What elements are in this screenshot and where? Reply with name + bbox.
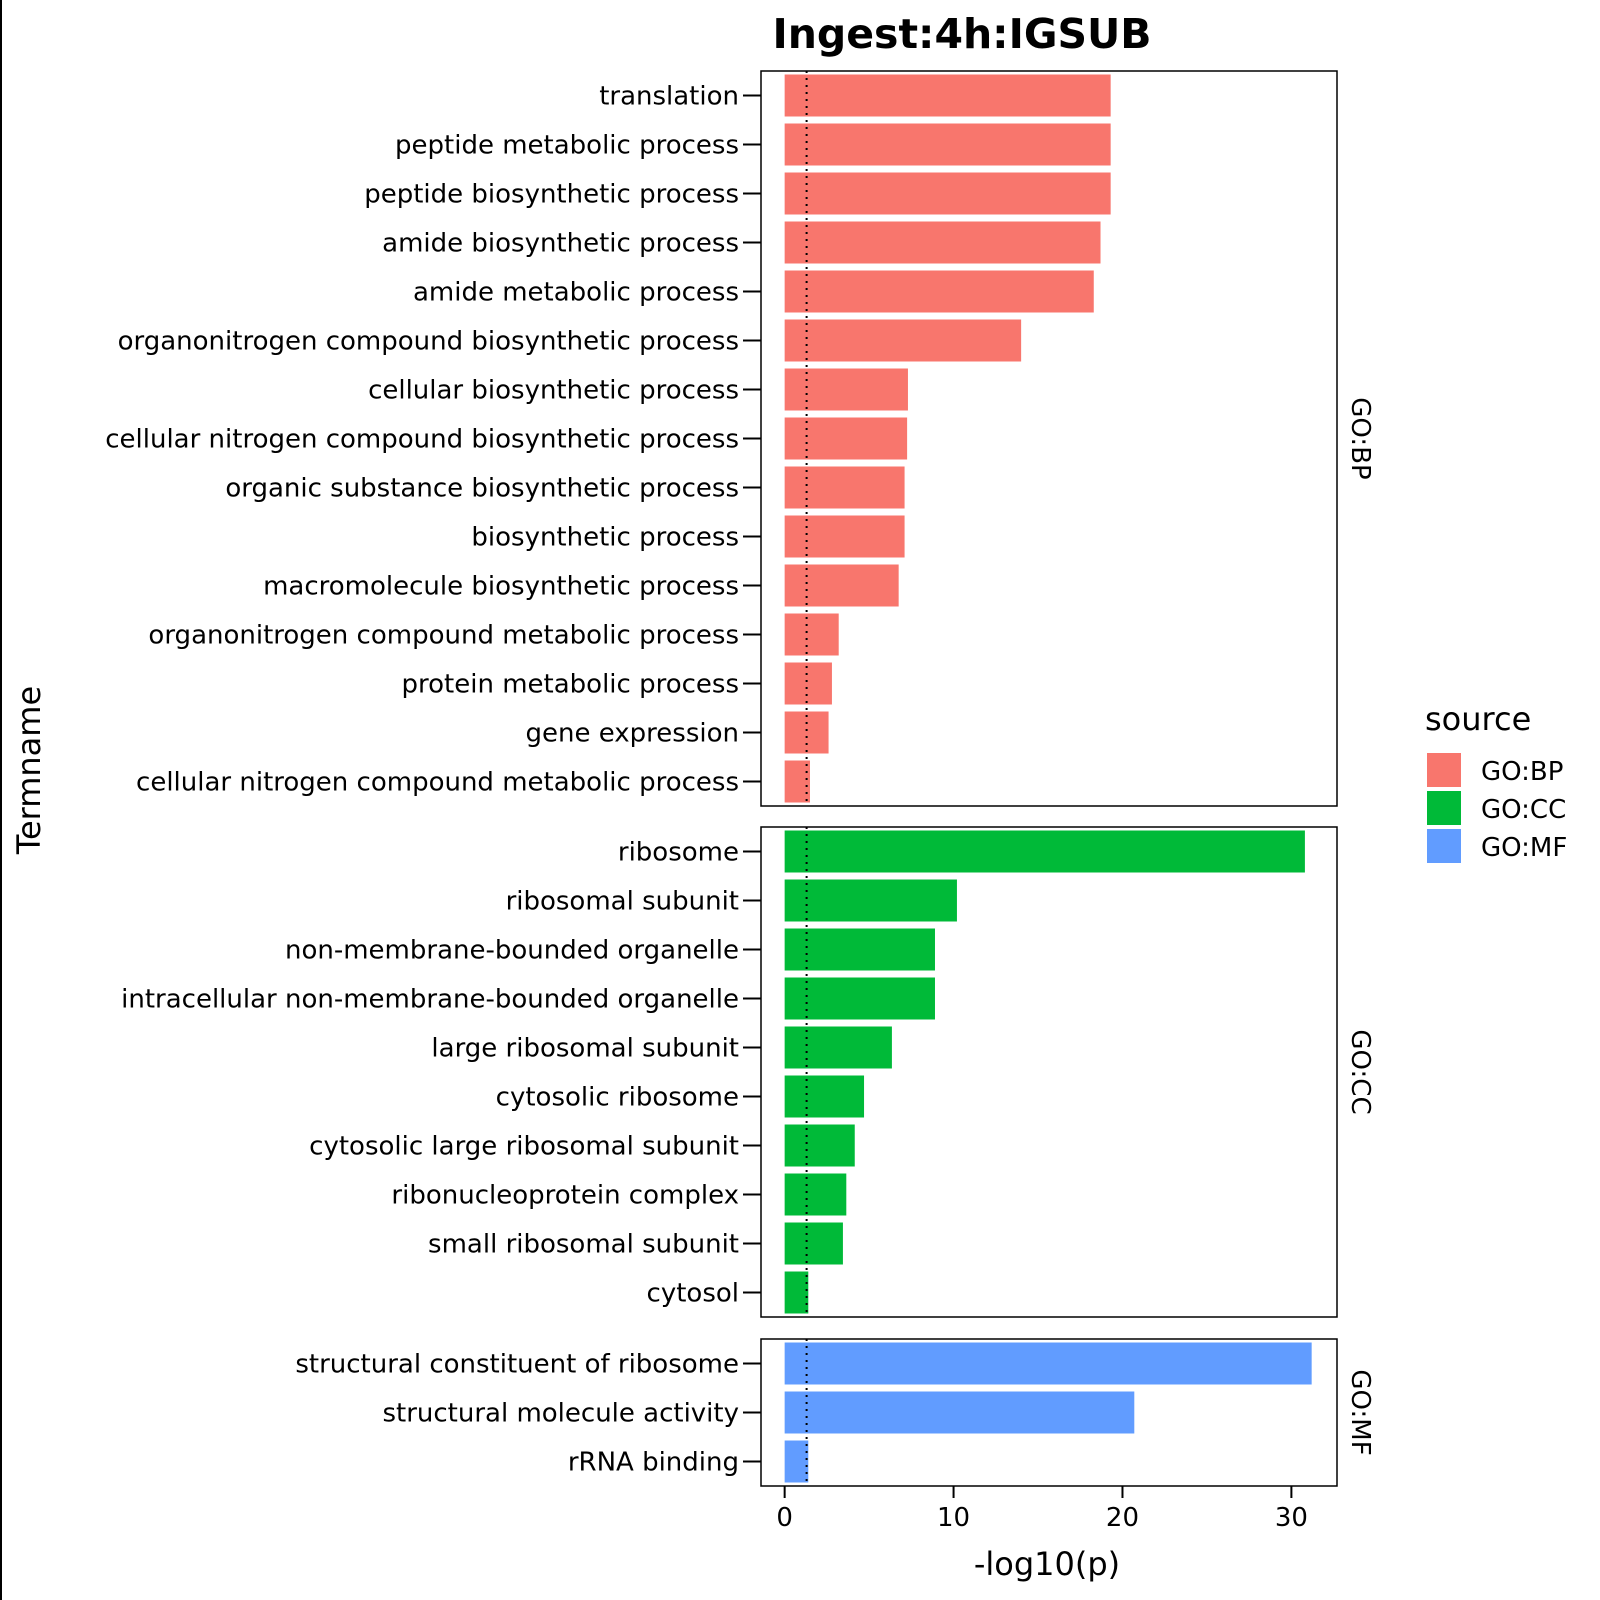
panel-go-mf: structural constituent of ribosome struct… [295,1338,1375,1487]
legend-title: source [1425,700,1531,738]
bar [784,1391,1135,1434]
y-tick-label: amide metabolic process [413,278,739,308]
y-tick-label: non-membrane-bounded organelle [285,936,739,966]
panel-frame [760,826,1338,1318]
bar [784,466,905,509]
bar [784,879,957,922]
bar [784,319,1022,362]
y-tick-label: macromolecule biosynthetic process [263,572,739,602]
bar [784,1124,855,1167]
chart-title: Ingest:4h:IGSUB [772,10,1151,58]
bar [784,368,908,411]
x-tick-label: 10 [937,1503,970,1533]
bar [784,221,1101,264]
y-tick-label: structural molecule activity [382,1399,739,1429]
y-tick-label: protein metabolic process [402,670,739,700]
y-tick-label: small ribosomal subunit [428,1230,739,1260]
bar [784,564,899,607]
bar [784,515,905,558]
legend-swatch [1427,753,1461,787]
y-tick-label: organonitrogen compound metabolic proces… [148,621,739,651]
legend-label: GO:MF [1481,833,1567,863]
bar [784,711,829,754]
x-tick-label: 30 [1275,1503,1308,1533]
strip-label: GO:CC [1345,1029,1375,1114]
bar [784,928,935,971]
y-tick-label: organic substance biosynthetic process [225,474,739,504]
bar [784,417,908,460]
bar [784,662,832,705]
legend-label: GO:CC [1481,795,1566,825]
bar [784,1440,809,1483]
panel-go-bp: translation peptide metabolic process pept… [105,70,1375,807]
legend-swatch [1427,791,1461,825]
y-tick-label: structural constituent of ribosome [295,1350,739,1380]
y-tick-label: intracellular non-membrane-bounded organ… [121,985,739,1015]
panels: translation peptide metabolic process pept… [105,70,1375,1487]
y-tick-label: cellular biosynthetic process [368,376,739,406]
bar [784,1173,847,1216]
panel-go-cc: ribosome ribosomal subunit non-membrane-bo… [121,826,1375,1318]
bar [784,1271,809,1314]
legend: source GO:BP GO:CC GO:MF [1425,700,1567,863]
x-tick-label: 0 [776,1503,793,1533]
y-tick-label: biosynthetic process [471,523,739,553]
bar [784,74,1111,117]
y-tick-label: ribonucleoprotein complex [391,1181,739,1211]
y-tick-label: cellular nitrogen compound metabolic pro… [136,768,739,798]
bar [784,270,1094,313]
y-axis-title: Termname [10,686,48,855]
y-tick-label: gene expression [526,719,739,749]
y-tick-label: large ribosomal subunit [431,1034,739,1064]
x-axis: 0 10 20 30 [776,1486,1308,1533]
bar [784,1026,892,1069]
x-axis-title: -log10(p) [974,1545,1120,1583]
bar [784,172,1111,215]
left-border [0,0,2,1600]
y-tick-label: cellular nitrogen compound biosynthetic … [105,425,739,455]
y-tick-label: rRNA binding [568,1448,739,1478]
x-tick-label: 20 [1106,1503,1139,1533]
bar [784,760,810,803]
y-tick-label: ribosomal subunit [506,887,739,917]
bar [784,830,1305,873]
bar [784,1342,1312,1385]
legend-label: GO:BP [1481,757,1563,787]
strip-label: GO:BP [1345,397,1375,479]
bar [784,123,1111,166]
bar [784,613,839,656]
bar [784,1075,865,1118]
strip-label: GO:MF [1345,1369,1375,1455]
legend-swatch [1427,829,1461,863]
bar [784,1222,843,1265]
y-tick-label: cytosolic ribosome [496,1083,739,1113]
y-tick-label: ribosome [618,838,739,868]
bar [784,977,935,1020]
y-tick-label: amide biosynthetic process [382,229,739,259]
y-tick-label: cytosol [647,1279,739,1309]
y-tick-label: cytosolic large ribosomal subunit [309,1132,739,1162]
y-tick-label: translation [599,82,739,112]
y-tick-label: peptide biosynthetic process [364,180,739,210]
y-tick-label: peptide metabolic process [395,131,739,161]
y-tick-label: organonitrogen compound biosynthetic pro… [118,327,739,357]
